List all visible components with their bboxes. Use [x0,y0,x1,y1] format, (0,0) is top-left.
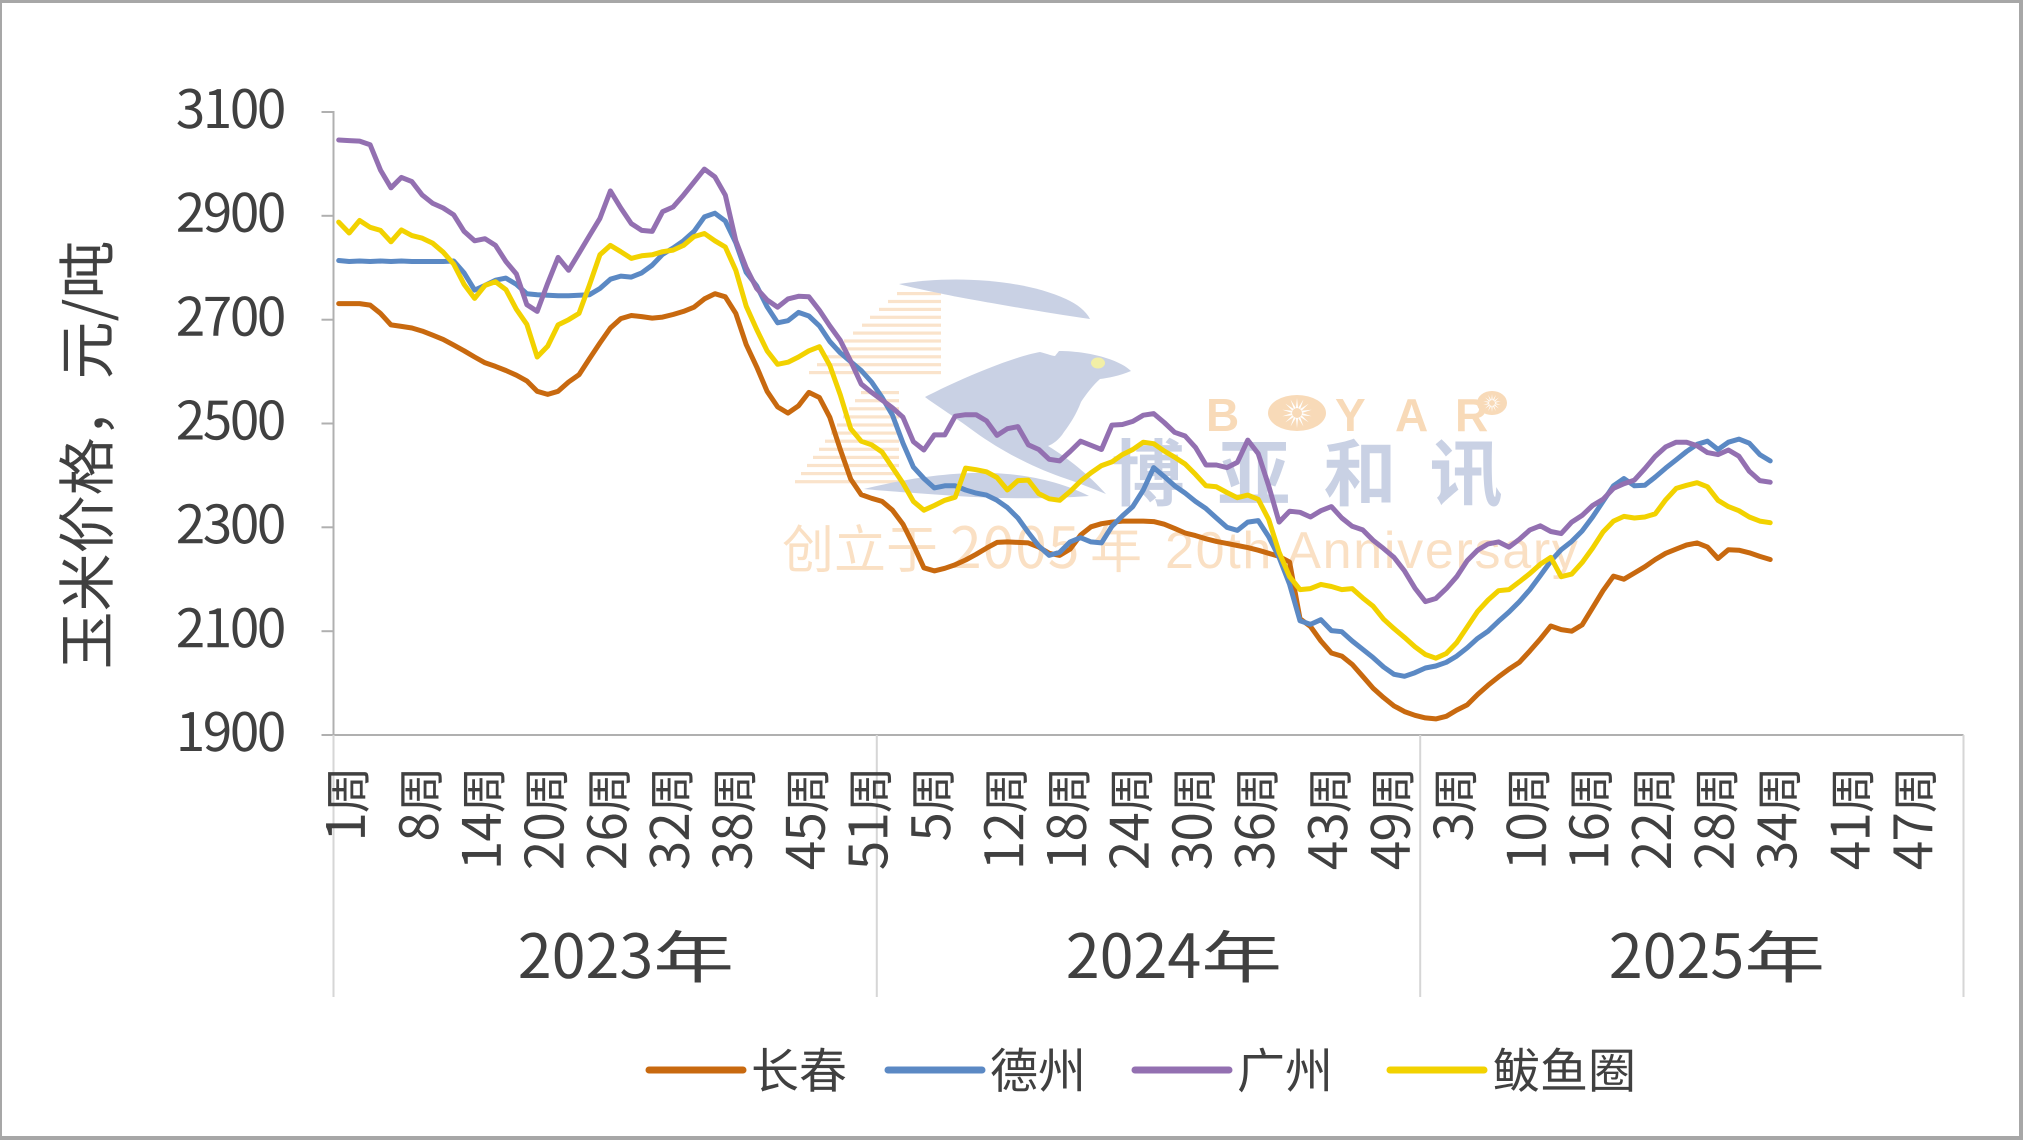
svg-text:B: B [1206,389,1239,441]
svg-text:20th Anniversary: 20th Anniversary [1165,522,1580,580]
svg-text:A: A [1395,389,1428,441]
svg-text:Y: Y [1335,389,1366,441]
